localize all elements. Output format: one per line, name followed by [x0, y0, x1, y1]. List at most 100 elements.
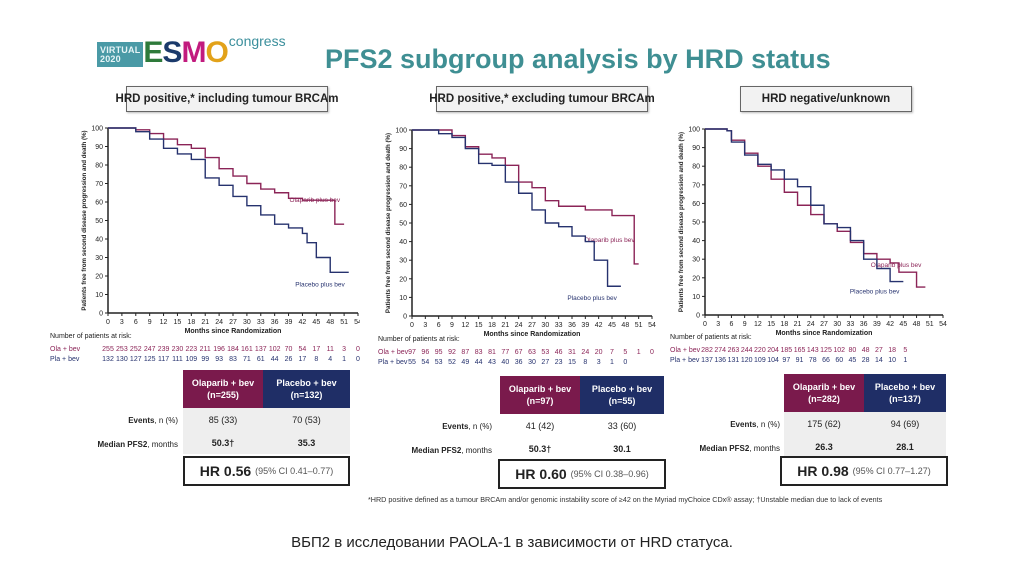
y-tick-label: 0: [696, 313, 700, 320]
cell-placebo-median: 30.1: [580, 438, 664, 460]
risk-count: 253: [116, 346, 128, 353]
risk-row-label: Pla + bev: [50, 356, 80, 363]
risk-row-label: Pla + bev: [378, 359, 408, 366]
risk-count: 247: [143, 346, 156, 353]
legend-olaparib: Olaparib plus bev: [584, 237, 635, 244]
header-placebo-n: (n=137): [889, 394, 921, 404]
cell-olaparib-events: 41 (42): [500, 414, 580, 438]
x-tick-label: 36: [271, 319, 279, 326]
risk-count: 239: [157, 346, 170, 353]
x-tick-label: 3: [716, 321, 720, 328]
x-tick-label: 48: [621, 322, 629, 329]
risk-count: 4: [328, 356, 333, 363]
x-tick-label: 39: [873, 321, 881, 328]
row-label-median: Median PFS2, months: [700, 444, 780, 453]
y-tick-label: 70: [95, 181, 103, 188]
risk-count: 5: [623, 349, 628, 356]
risk-count: 46: [554, 349, 563, 356]
y-tick-label: 90: [95, 144, 103, 151]
x-tick-label: 39: [581, 322, 589, 329]
x-tick-label: 30: [833, 321, 841, 328]
risk-count: 40: [501, 359, 510, 366]
risk-count: 48: [861, 347, 870, 354]
header-olaparib-n: (n=97): [526, 396, 554, 406]
risk-count: 18: [888, 347, 896, 354]
row-label-events: Events, n (%): [730, 420, 780, 429]
x-tick-label: 12: [461, 322, 469, 329]
x-tick-label: 36: [860, 321, 868, 328]
logo-letter: M: [181, 36, 206, 69]
risk-count: 14: [874, 357, 883, 364]
risk-count: 3: [342, 346, 347, 353]
risk-count: 17: [298, 356, 307, 363]
risk-count: 117: [157, 356, 170, 363]
header-olaparib-n: (n=255): [207, 390, 239, 400]
x-axis-label: Months since Randomization: [776, 330, 873, 337]
hazard-ratio-box: HR 0.60 (95% CI 0.38–0.96): [498, 459, 666, 489]
risk-count: 109: [185, 356, 198, 363]
x-tick-label: 45: [899, 321, 907, 328]
risk-count: 53: [434, 359, 443, 366]
median-label-rest: , months: [147, 440, 178, 449]
x-tick-label: 45: [608, 322, 616, 329]
risk-count: 204: [767, 347, 779, 354]
risk-count: 55: [408, 359, 416, 366]
x-tick-label: 18: [187, 319, 195, 326]
risk-count: 77: [501, 349, 510, 356]
row-label-events: Events, n (%): [442, 422, 492, 431]
risk-count: 5: [903, 347, 908, 354]
y-tick-label: 30: [95, 255, 103, 262]
risk-count: 53: [541, 349, 550, 356]
x-axis-label: Months since Randomization: [484, 331, 581, 338]
y-tick-label: 20: [95, 274, 103, 281]
logo-esmo-text: ESMO: [143, 36, 228, 69]
y-tick-label: 20: [692, 275, 700, 282]
risk-count: 3: [596, 359, 601, 366]
y-tick-label: 90: [399, 146, 407, 153]
series-placebo-line: [412, 129, 621, 287]
series-olaparib-line: [108, 127, 345, 225]
legend-placebo: Placebo plus bev: [850, 289, 900, 296]
y-tick-label: 0: [403, 314, 407, 321]
risk-count: 0: [356, 346, 360, 353]
risk-header: Number of patients at risk:: [378, 336, 460, 343]
risk-table: Number of patients at risk: Ola + bev 97 9…: [378, 336, 678, 376]
panel-subtitle: HRD positive,* excluding tumour BRCAm: [429, 86, 655, 112]
risk-count: 97: [782, 357, 791, 364]
y-tick-label: 30: [399, 258, 407, 265]
x-tick-label: 3: [423, 322, 427, 329]
risk-row-label: Ola + bev: [378, 349, 409, 356]
y-tick-label: 70: [692, 182, 700, 189]
risk-count: 137: [701, 357, 713, 364]
x-tick-label: 48: [326, 319, 334, 326]
x-tick-label: 12: [754, 321, 762, 328]
x-tick-label: 15: [475, 322, 483, 329]
risk-count: 63: [528, 349, 536, 356]
panel-hrd-negative-unknown: HRD negative/unknown 0 10 20 30 40 50 60 70 80 90…: [660, 86, 970, 506]
x-tick-label: 27: [820, 321, 828, 328]
risk-header: Number of patients at risk:: [50, 333, 132, 340]
median-label-rest: , months: [749, 444, 780, 453]
risk-count: 130: [116, 356, 128, 363]
risk-count: 255: [102, 346, 114, 353]
risk-count: 83: [474, 349, 483, 356]
risk-count: 0: [356, 356, 360, 363]
x-tick-label: 42: [299, 319, 307, 326]
risk-count: 27: [874, 347, 883, 354]
risk-count: 81: [488, 349, 496, 356]
risk-count: 30: [528, 359, 536, 366]
risk-count: 61: [256, 356, 265, 363]
y-tick-label: 20: [399, 276, 407, 283]
x-tick-label: 6: [437, 322, 441, 329]
cell-placebo-events: 33 (60): [580, 414, 664, 438]
y-tick-label: 60: [399, 202, 407, 209]
x-tick-label: 33: [847, 321, 855, 328]
risk-count: 1: [903, 357, 908, 364]
median-label-bold: Median PFS2: [699, 444, 750, 453]
x-tick-label: 9: [450, 322, 454, 329]
events-label-rest: , n (%): [468, 422, 492, 431]
risk-count: 24: [581, 349, 590, 356]
risk-count: 102: [833, 347, 846, 354]
risk-count: 27: [541, 359, 550, 366]
